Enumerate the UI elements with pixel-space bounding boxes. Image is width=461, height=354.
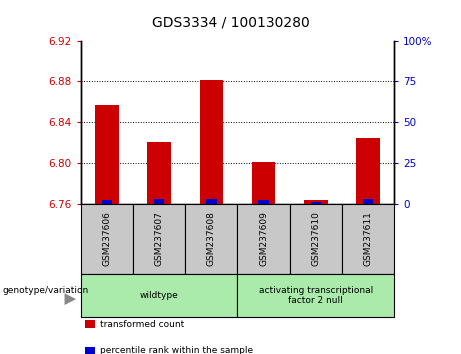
Text: genotype/variation: genotype/variation [2,286,89,295]
Bar [356,138,380,204]
Text: GSM237609: GSM237609 [259,211,268,267]
Bar [252,162,275,204]
Text: GDS3334 / 100130280: GDS3334 / 100130280 [152,16,309,30]
Text: GSM237606: GSM237606 [102,211,111,267]
Text: transformed count: transformed count [100,320,184,329]
Bar [304,200,327,204]
Bar [95,105,118,204]
Text: GSM237611: GSM237611 [364,211,372,267]
Bar [258,200,269,204]
Text: percentile rank within the sample: percentile rank within the sample [100,346,253,354]
Bar [206,199,217,204]
Text: wildtype: wildtype [140,291,178,300]
Text: GSM237608: GSM237608 [207,211,216,267]
Text: activating transcriptional
factor 2 null: activating transcriptional factor 2 null [259,286,373,305]
Text: GSM237610: GSM237610 [311,211,320,267]
Bar [311,202,321,204]
Bar [154,200,164,204]
Bar [200,80,223,204]
Bar [363,199,373,204]
Text: GSM237607: GSM237607 [154,211,164,267]
Bar [101,200,112,204]
Bar [148,142,171,204]
